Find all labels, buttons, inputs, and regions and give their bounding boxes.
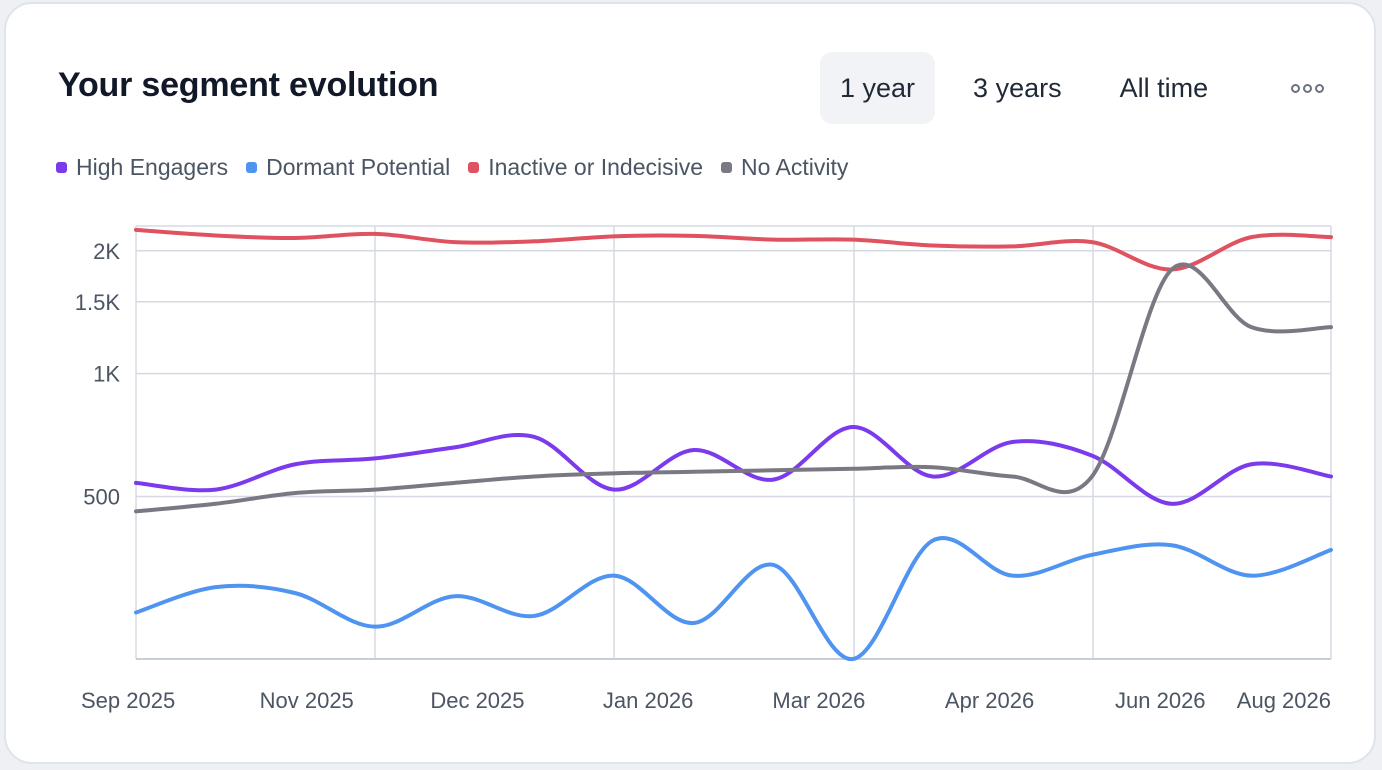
segment-line-chart: 500 1K 1.5K 2K Sep 2025 Nov 2025 Dec 2025 Jan … <box>75 225 1333 713</box>
series-line-high-engagers <box>134 425 1333 506</box>
x-tick-label: Mar 2026 <box>772 688 865 713</box>
series-line-inactive-or-indecisive <box>134 227 1333 272</box>
x-tick-label: Jun 2026 <box>1115 688 1206 713</box>
time-range-tabs: 1 year 3 years All time <box>820 52 1246 124</box>
legend-swatch <box>246 162 258 173</box>
legend-swatch <box>468 162 480 173</box>
series-line-dormant-potential <box>134 536 1333 661</box>
legend-label: No Activity <box>741 154 849 180</box>
tab-1-year[interactable]: 1 year <box>820 52 936 124</box>
y-tick-label: 2K <box>93 239 120 264</box>
segment-evolution-card: Your segment evolution 1 year 3 years Al… <box>4 2 1376 764</box>
series-line-no-activity <box>134 262 1333 514</box>
y-tick-label: 1K <box>93 362 120 387</box>
legend-label: High Engagers <box>76 154 229 180</box>
x-tick-label: Nov 2025 <box>260 688 354 713</box>
x-tick-label: Apr 2026 <box>945 688 1034 713</box>
legend-label: Inactive or Indecisive <box>488 154 704 180</box>
legend-item[interactable]: No Activity <box>721 154 848 181</box>
tab-3-years[interactable]: 3 years <box>953 52 1082 124</box>
legend-swatch <box>56 162 67 173</box>
legend-item[interactable]: High Engagers <box>56 154 228 181</box>
y-tick-label: 1.5K <box>75 290 121 315</box>
chart-legend: High Engagers Dormant Potential Inactive o… <box>56 154 866 181</box>
legend-swatch <box>721 162 733 173</box>
more-horizontal-icon[interactable] <box>1280 64 1334 112</box>
x-tick-label: Jan 2026 <box>603 688 694 713</box>
tab-all-time[interactable]: All time <box>1100 52 1229 124</box>
x-tick-label: Sep 2025 <box>81 688 175 713</box>
x-tick-label: Aug 2026 <box>1237 688 1331 713</box>
legend-item[interactable]: Inactive or Indecisive <box>468 154 703 181</box>
card-title: Your segment evolution <box>58 66 439 104</box>
y-tick-label: 500 <box>83 485 120 510</box>
legend-label: Dormant Potential <box>266 154 451 180</box>
x-tick-label: Dec 2025 <box>430 688 524 713</box>
legend-item[interactable]: Dormant Potential <box>246 154 450 181</box>
